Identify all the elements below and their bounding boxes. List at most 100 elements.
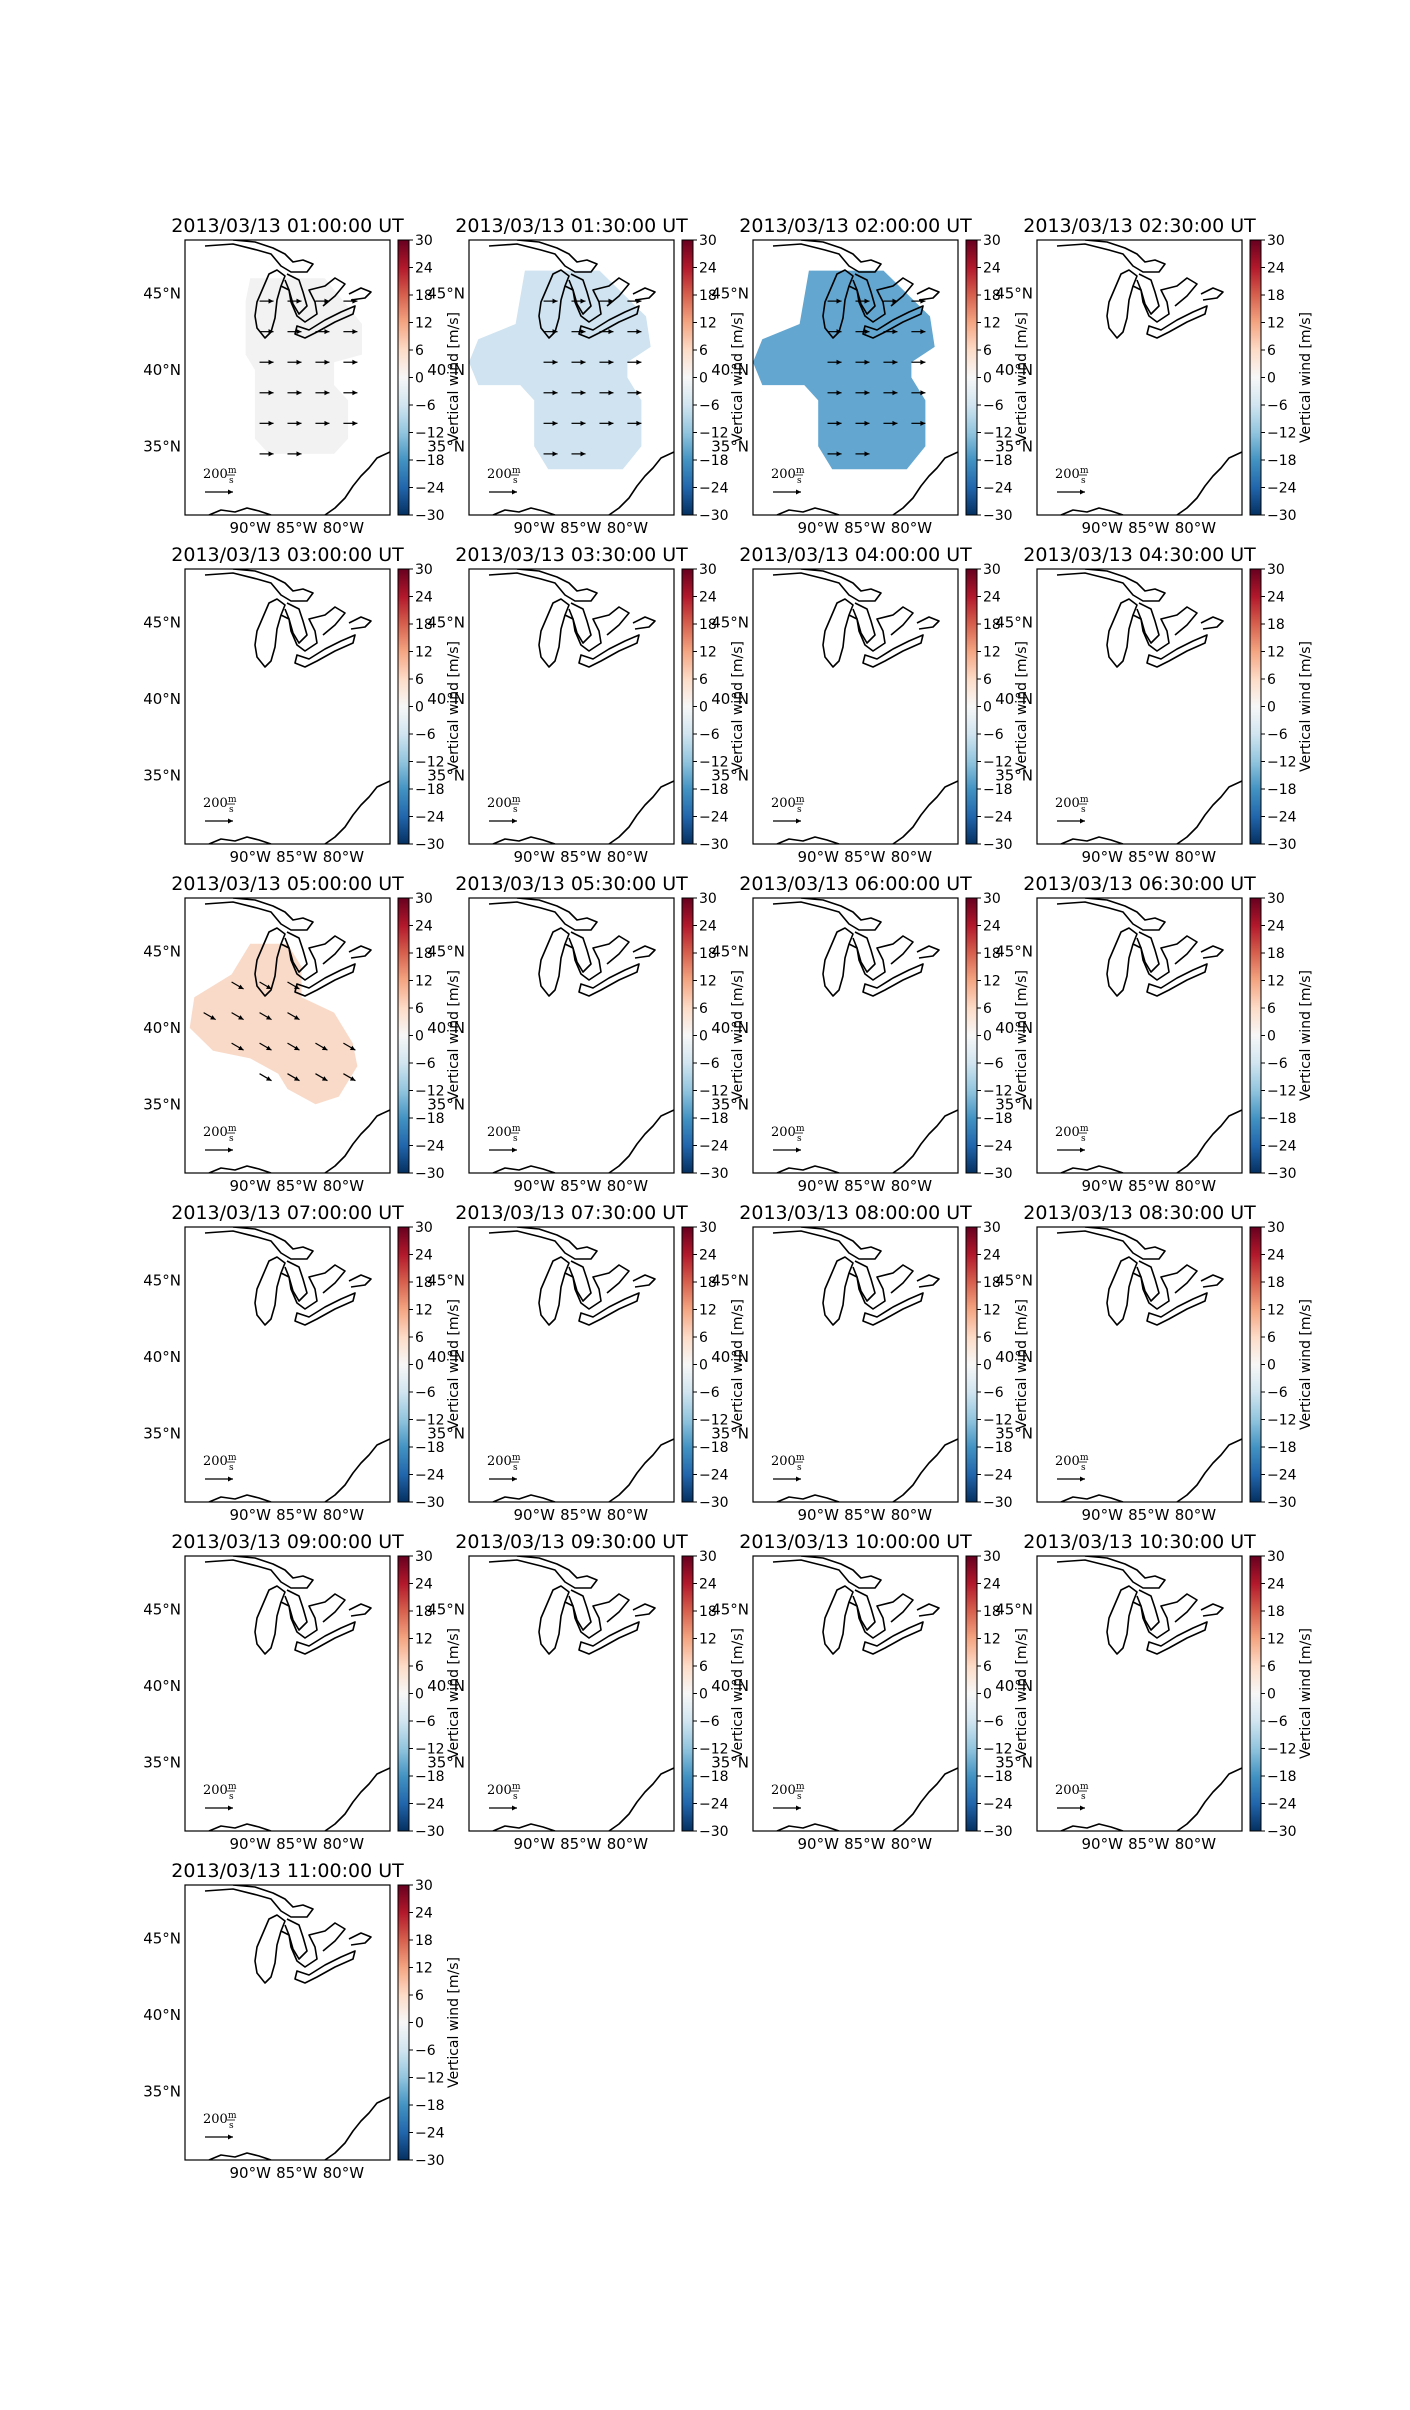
map-frame xyxy=(752,239,959,516)
colorbar-tick-label: 18 xyxy=(1267,288,1285,304)
scale-unit-num: m xyxy=(1080,1453,1089,1463)
lat-tick-label: 45°N xyxy=(995,1600,1033,1618)
coastline xyxy=(1132,935,1198,981)
colorbar-tick-label: −24 xyxy=(699,810,729,826)
lon-tick-label: 80°W xyxy=(607,1177,649,1195)
wind-vector-head xyxy=(266,1015,272,1020)
coastline xyxy=(294,1950,356,1984)
scale-value: 200 xyxy=(203,1783,228,1798)
coastline xyxy=(568,1260,592,1302)
map-panel: 2013/03/13 06:30:00 UT 200 ms 45°N 40°N 35°N 9… xyxy=(995,873,1314,1195)
colorbar-tick-label: −6 xyxy=(415,1385,436,1401)
colorbar-tick-label: 6 xyxy=(1267,343,1276,359)
scale-unit-num: m xyxy=(228,1782,237,1792)
colorbar-tick-label: −18 xyxy=(1267,453,1297,469)
map-frame xyxy=(184,568,391,845)
map-frame xyxy=(184,1555,391,1832)
map-frame xyxy=(468,239,675,516)
scale-value: 200 xyxy=(487,1125,512,1140)
wind-vector-head xyxy=(580,420,586,426)
colorbar-tick-label: 6 xyxy=(699,1330,708,1346)
colorbar-tick-label: −24 xyxy=(415,810,445,826)
scale-unit-num: m xyxy=(796,1124,805,1134)
lon-tick-label: 85°W xyxy=(560,1835,602,1853)
colorbar-tick-label: −30 xyxy=(983,1495,1013,1511)
coastline xyxy=(538,927,570,997)
lat-tick-label: 35°N xyxy=(711,1424,749,1442)
wind-vector-head xyxy=(296,329,302,335)
scale-unit-den: s xyxy=(797,1463,802,1473)
coastline xyxy=(324,780,390,844)
wind-vector-head xyxy=(580,451,586,457)
colorbar-tick-label: 6 xyxy=(699,1659,708,1675)
colorbar-tick-label: −30 xyxy=(983,837,1013,853)
lat-tick-label: 45°N xyxy=(427,284,465,302)
coastline xyxy=(916,616,940,630)
coastline xyxy=(776,507,840,515)
colorbar-tick-label: −18 xyxy=(699,1769,729,1785)
coastline xyxy=(916,945,940,959)
colorbar-tick-label: −24 xyxy=(415,1797,445,1813)
colorbar-tick-label: −18 xyxy=(983,1111,1013,1127)
wind-vector-head xyxy=(268,451,274,457)
map-panel: 2013/03/13 05:00:00 UT 200 ms 45°N 40°N 35°N 9… xyxy=(143,873,462,1195)
coastline xyxy=(348,1274,372,1288)
colorbar-label: Vertical wind [m/s] xyxy=(1298,1628,1314,1759)
lon-tick-label: 80°W xyxy=(607,519,649,537)
colorbar-tick-label: −24 xyxy=(699,1797,729,1813)
coastline xyxy=(772,569,882,602)
colorbar-tick-label: −12 xyxy=(983,1084,1013,1100)
coastline xyxy=(324,1109,390,1173)
coastline xyxy=(1200,1603,1224,1617)
wind-vector-head xyxy=(352,359,358,365)
coastline xyxy=(578,963,640,997)
wind-vector-head xyxy=(238,984,244,990)
scale-unit-den: s xyxy=(1081,805,1086,815)
lon-tick-label: 85°W xyxy=(276,1835,318,1853)
wind-vector-head xyxy=(864,329,870,335)
coastline xyxy=(916,287,940,301)
scale-unit-den: s xyxy=(513,476,518,486)
panel-title: 2013/03/13 09:30:00 UT xyxy=(455,1531,688,1553)
colorbar-tick-label: 6 xyxy=(699,343,708,359)
colorbar-tick-label: −18 xyxy=(699,782,729,798)
colorbar: 30 24 18 12 6 0 −6 −12 −18 −24 −30 Vertical wind [m… xyxy=(965,1220,1030,1511)
colorbar-tick-label: 30 xyxy=(983,1220,1001,1236)
colorbar-tick-label: −12 xyxy=(1267,755,1297,771)
colorbar-tick-label: −6 xyxy=(415,2043,436,2059)
colorbar-tick-label: −18 xyxy=(415,782,445,798)
colorbar: 30 24 18 12 6 0 −6 −12 −18 −24 −30 Vertical wind [m… xyxy=(1249,891,1314,1182)
map-panel: 2013/03/13 09:00:00 UT 200 ms 45°N 40°N 35°N 9… xyxy=(143,1531,462,1853)
scale-arrow: 200 ms xyxy=(1055,466,1089,495)
colorbar-tick-label: 6 xyxy=(1267,672,1276,688)
colorbar-tick-label: 0 xyxy=(1267,1687,1276,1703)
colorbar-tick-label: −18 xyxy=(699,1440,729,1456)
scale-value: 200 xyxy=(1055,796,1080,811)
colorbar-tick-label: 18 xyxy=(415,1275,433,1291)
coastline xyxy=(1200,945,1224,959)
lat-tick-label: 45°N xyxy=(427,1600,465,1618)
colorbar-tick-label: 24 xyxy=(983,261,1001,277)
scale-unit-num: m xyxy=(1080,466,1089,476)
colorbar-tick-label: −6 xyxy=(699,398,720,414)
colorbar-tick-label: 24 xyxy=(415,919,433,935)
colorbar-tick-label: 0 xyxy=(415,1687,424,1703)
scale-arrow: 200 ms xyxy=(487,795,521,824)
scale-unit-den: s xyxy=(797,1792,802,1802)
colorbar-tick-label: −12 xyxy=(1267,1084,1297,1100)
colorbar-tick-label: 18 xyxy=(699,1604,717,1620)
lon-tick-label: 80°W xyxy=(323,519,365,537)
lat-tick-label: 40°N xyxy=(995,690,1033,708)
map-panel: 2013/03/13 02:00:00 UT 200 ms 45°N 40°N 35°N 9… xyxy=(711,215,1030,537)
colorbar-tick-label: 24 xyxy=(983,1577,1001,1593)
colorbar-tick-label: −12 xyxy=(1267,426,1297,442)
colorbar-tick-label: 12 xyxy=(415,1303,433,1319)
colorbar-label: Vertical wind [m/s] xyxy=(1014,312,1030,443)
colorbar-tick-label: −12 xyxy=(699,1413,729,1429)
coastline xyxy=(492,836,556,844)
coastline xyxy=(568,602,592,644)
colorbar: 30 24 18 12 6 0 −6 −12 −18 −24 −30 Vertical wind [m… xyxy=(965,233,1030,524)
lon-tick-label: 90°W xyxy=(230,2164,272,2182)
colorbar-tick-label: 30 xyxy=(415,1878,433,1894)
wind-vector-head xyxy=(352,329,358,335)
